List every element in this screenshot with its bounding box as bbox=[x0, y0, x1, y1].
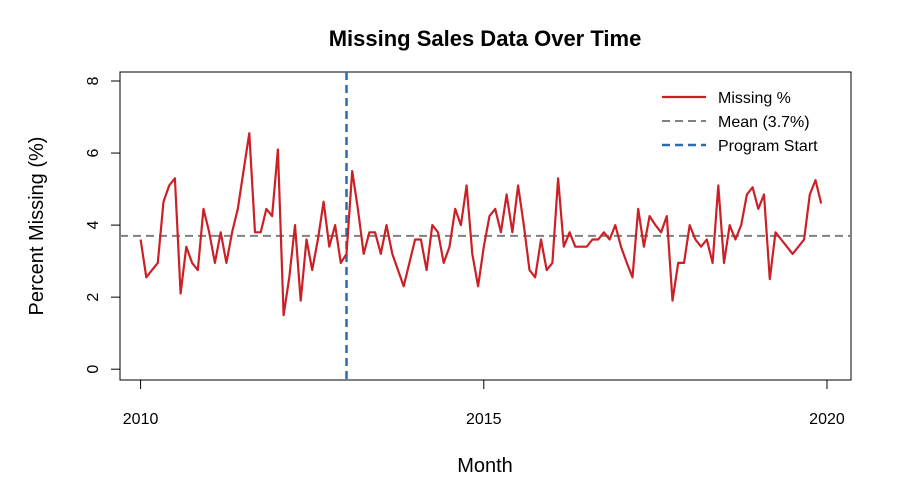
y-axis-label: Percent Missing (%) bbox=[26, 137, 48, 316]
y-tick-label: 0 bbox=[85, 365, 102, 374]
legend-item-mean: Mean (3.7%) bbox=[662, 114, 810, 131]
x-tick-label: 2015 bbox=[466, 411, 502, 428]
x-axis-label: Month bbox=[457, 455, 513, 477]
x-tick-label: 2020 bbox=[809, 411, 845, 428]
legend-label: Missing % bbox=[718, 90, 791, 107]
y-axis: 0 2 4 6 8 bbox=[85, 76, 121, 374]
legend-item-program-start: Program Start bbox=[662, 138, 818, 155]
y-tick-label: 4 bbox=[85, 221, 102, 230]
x-axis: 2010 2015 2020 bbox=[123, 379, 845, 428]
y-tick-label: 8 bbox=[85, 76, 102, 85]
y-tick-label: 6 bbox=[85, 149, 102, 158]
legend: Missing % Mean (3.7%) Program Start bbox=[662, 90, 818, 155]
x-tick-label: 2010 bbox=[123, 411, 159, 428]
legend-item-missing-pct: Missing % bbox=[662, 90, 791, 107]
y-tick-label: 2 bbox=[85, 293, 102, 302]
chart-title: Missing Sales Data Over Time bbox=[329, 26, 642, 51]
legend-label: Program Start bbox=[718, 138, 818, 155]
series-line-missing-pct bbox=[139, 132, 823, 317]
series-layer bbox=[139, 132, 823, 317]
legend-label: Mean (3.7%) bbox=[718, 114, 810, 131]
